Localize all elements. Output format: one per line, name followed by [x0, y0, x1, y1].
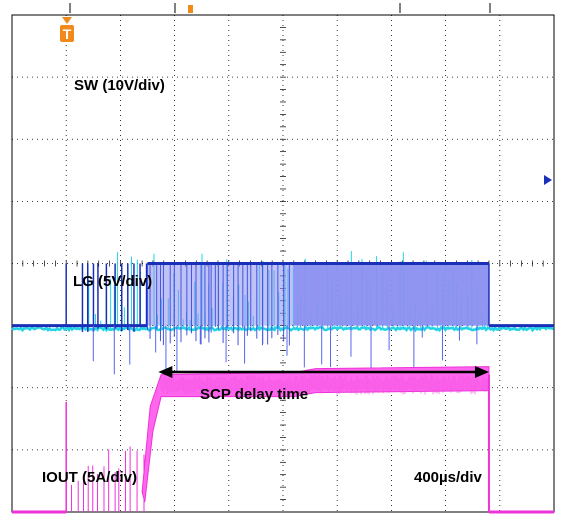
trigger-position-mark	[188, 5, 193, 13]
oscilloscope-overlay: T SW (10V/div) LG (5V/div) IOUT (5A/div) 400…	[42, 5, 552, 486]
trigger-marker-box	[60, 25, 74, 42]
scp-arrow-right-head	[474, 366, 489, 378]
level-marker-icon	[544, 175, 552, 185]
sw-channel-label: SW (10V/div)	[74, 77, 165, 94]
scp-delay-label: SCP delay time	[200, 386, 308, 403]
lg-trace	[11, 325, 554, 333]
trigger-marker-arrow	[62, 17, 72, 24]
timebase-label: 400µs/div	[414, 469, 483, 486]
oscilloscope-traces	[11, 251, 554, 514]
scp-arrow-left-head	[158, 366, 173, 378]
sw-envelope-left	[147, 263, 294, 326]
iout-channel-label: IOUT (5A/div)	[42, 469, 137, 486]
trigger-marker-label: T	[63, 26, 72, 42]
sw-envelope-right	[293, 263, 489, 326]
lg-channel-label: LG (5V/div)	[73, 273, 152, 290]
